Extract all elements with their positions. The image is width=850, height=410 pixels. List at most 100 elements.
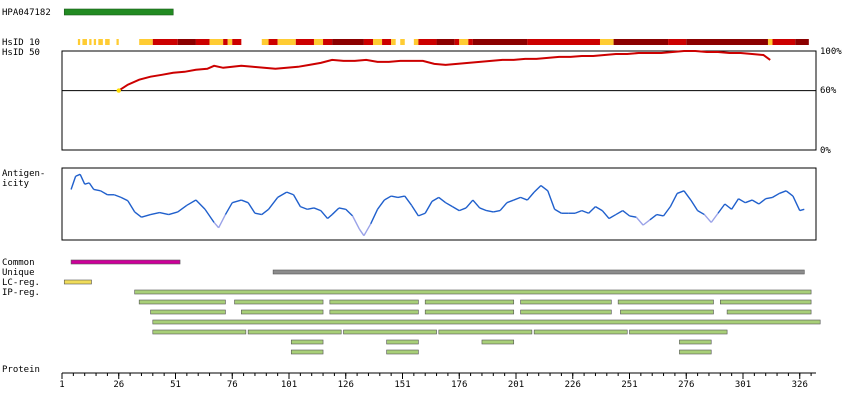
antigenicity-segment	[601, 210, 610, 219]
antigenicity-segment	[547, 190, 556, 210]
antigenicity-segment	[195, 199, 206, 210]
hsid10-segment	[436, 39, 455, 45]
antigenicity-segment	[307, 207, 315, 210]
hsid10-segment	[468, 39, 473, 45]
antigenicity-segment	[286, 191, 294, 196]
antigenicity-segment	[472, 199, 481, 209]
antigenicity-segment	[351, 215, 360, 230]
antigenicity-segment	[608, 213, 617, 220]
hsid10-segment	[767, 39, 773, 45]
hsid10-segment	[772, 39, 796, 45]
hsid10-segment	[277, 39, 296, 45]
antigenicity-segment	[738, 198, 746, 204]
ip-region-bar	[481, 339, 515, 345]
protein-axis-tick-label: 176	[451, 380, 467, 390]
antigenicity-segment	[88, 182, 95, 190]
antigenicity-segment	[213, 222, 220, 229]
ip-region-bar	[138, 299, 226, 305]
ip-region-bar	[386, 349, 419, 355]
ip-region-bar	[290, 349, 324, 355]
antigenicity-segment	[120, 196, 129, 202]
protein-axis-tick-label: 1	[59, 380, 64, 390]
hsid10-segment	[613, 39, 669, 45]
antigenicity-segment	[268, 196, 279, 210]
antigenicity-segment	[277, 191, 288, 199]
ip-region-bar	[620, 309, 714, 315]
hsid10-segment	[382, 39, 392, 45]
antigenicity-segment	[622, 210, 630, 217]
antigenicity-segment	[697, 209, 705, 216]
hsid10-segment	[668, 39, 687, 45]
antigenicity-segment	[331, 207, 340, 216]
hsid50-frame	[61, 50, 817, 151]
hsid10-segment	[232, 39, 242, 45]
antigenicity-segment	[320, 210, 329, 219]
antigenicity-segment	[338, 207, 346, 210]
antigenicity-segment	[232, 199, 242, 204]
protein-axis-tick-label: 276	[678, 380, 694, 390]
antigenicity-segment	[79, 174, 86, 185]
antigenicity-segment	[479, 207, 487, 212]
antigenicity-segment	[391, 195, 399, 199]
antigenicity-segment	[177, 204, 188, 213]
ip-region-bar	[343, 329, 437, 335]
antigenicity-segment	[204, 208, 215, 223]
ip-region-bar	[424, 299, 515, 305]
antigenicity-segment	[588, 206, 596, 214]
ip-region-bar	[329, 299, 419, 305]
antigenicity-segment	[418, 212, 426, 217]
ip-region-bar	[329, 309, 419, 315]
hsid10-segment	[261, 39, 269, 45]
antigenicity-segment	[649, 214, 658, 221]
antigenicity-segment	[703, 214, 712, 223]
antigenicity-segment	[127, 200, 136, 213]
antigenicity-segment	[113, 194, 122, 199]
antigenicity-segment	[93, 188, 101, 192]
antigenicity-segment	[438, 196, 447, 204]
ip-region-bar	[150, 309, 226, 315]
hsid10-segment	[93, 39, 97, 45]
antigenicity-segment	[615, 209, 624, 216]
antigenicity-segment	[370, 208, 379, 225]
identity-axis-mid-label: 60%	[820, 86, 837, 96]
antigenicity-segment	[690, 199, 699, 211]
antigenicity-segment	[751, 199, 760, 205]
antigenicity-segment	[254, 212, 262, 216]
ip-region-bar	[290, 339, 324, 345]
antigenicity-segment	[327, 214, 333, 220]
ip-region-bar	[629, 329, 728, 335]
antigenicity-segment	[513, 196, 521, 201]
common-label: Common	[2, 258, 35, 268]
protein-axis-tick-label: 76	[227, 380, 238, 390]
antigenicity-segment	[574, 209, 583, 214]
protein-axis-tick-label: 226	[565, 380, 581, 390]
hsid50-label: HsID 50	[2, 48, 40, 58]
antigenicity-segment	[465, 199, 474, 209]
hsid10-segment	[323, 39, 333, 45]
antigenicity-label-line1: Antigen-	[2, 169, 46, 179]
antigenicity-segment	[397, 195, 405, 199]
antigenicity-segment	[241, 199, 249, 204]
hsid10-segment	[795, 39, 809, 45]
antigenicity-segment	[758, 198, 767, 205]
antigenicity-segment	[313, 207, 322, 212]
antigenicity-segment	[70, 176, 77, 190]
antigenicity-segment	[765, 196, 773, 200]
protein-axis-tick-label: 26	[113, 380, 124, 390]
ip-region-bar	[533, 329, 628, 335]
hsid10-segment	[391, 39, 396, 45]
ip-reg-label: IP-reg.	[2, 288, 40, 298]
hsid10-segment	[363, 39, 373, 45]
protein-axis-tick-label: 251	[621, 380, 637, 390]
hsid10-segment	[599, 39, 614, 45]
hsid10-segment	[400, 39, 405, 45]
antigenicity-segment	[540, 184, 549, 192]
ip-region-bar	[520, 309, 612, 315]
hsid10-segment	[139, 39, 153, 45]
hsid10-segment	[332, 39, 364, 45]
antigenicity-segment	[150, 211, 160, 216]
ip-region-bar	[134, 289, 812, 295]
hsid10-segment	[105, 39, 110, 45]
antigenicity-segment	[218, 214, 227, 229]
antigenicity-segment	[642, 219, 651, 226]
